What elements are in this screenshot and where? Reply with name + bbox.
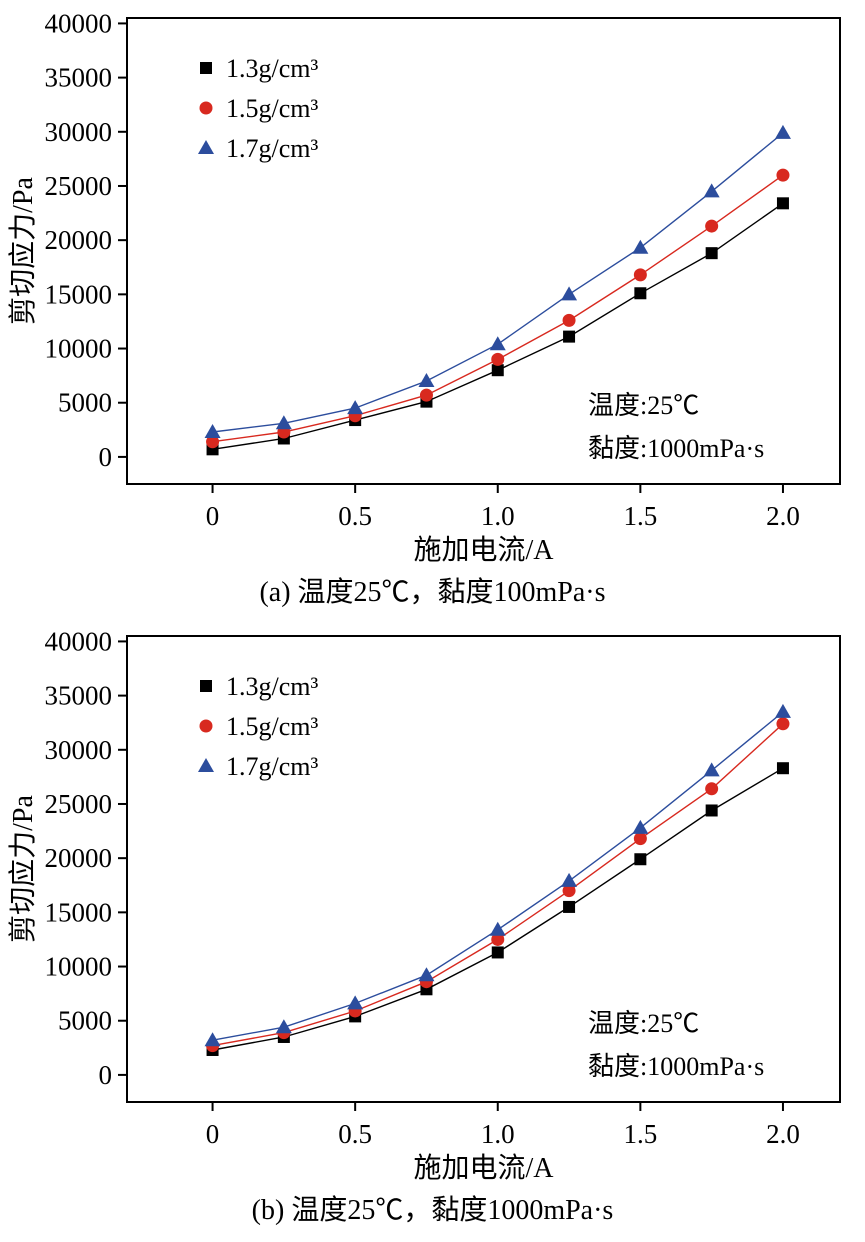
y-tick-label: 5000 (58, 1006, 112, 1036)
data-marker-triangle (561, 872, 578, 887)
data-marker-circle (633, 268, 647, 282)
data-marker-triangle (418, 373, 435, 388)
data-marker-triangle (204, 423, 221, 438)
y-tick-label: 25000 (45, 789, 113, 819)
data-marker-circle (562, 313, 576, 327)
data-marker-triangle (275, 1019, 292, 1034)
data-marker-triangle (275, 415, 292, 430)
legend-marker-circle (199, 719, 213, 733)
series-line-triangle (212, 132, 784, 433)
data-marker-square (634, 287, 647, 300)
legend-marker-triangle (198, 140, 214, 154)
data-marker-circle (705, 782, 719, 796)
annotation-line: 温度:25℃ (588, 391, 699, 420)
data-marker-square (705, 804, 718, 817)
legend-label: 1.7g/cm³ (226, 134, 318, 163)
data-marker-triangle (774, 124, 791, 139)
legend-marker-triangle (198, 758, 214, 772)
legend-marker-circle (199, 101, 213, 115)
data-marker-triangle (561, 286, 578, 301)
x-tick-label: 1.0 (481, 501, 515, 531)
chart-a-canvas: 0 5000 10000 15000 20000 25000 30000 35000 40000… (7, 8, 841, 566)
data-marker-square (563, 330, 576, 343)
x-axis-title: 施加电流/A (413, 534, 554, 566)
y-tick-label: 35000 (45, 63, 113, 93)
chart-block-b: 0 5000 10000 15000 20000 25000 30000 35000 40000… (0, 624, 865, 1228)
plot-frame (126, 635, 841, 1103)
y-tick-label: 5000 (58, 388, 112, 418)
data-marker-triangle (418, 967, 435, 982)
y-tick-label: 30000 (45, 735, 113, 765)
data-marker-circle (206, 435, 220, 449)
annotation-line: 黏度:1000mPa·s (588, 434, 764, 463)
y-axis-title: 剪切应力/Pa (7, 795, 39, 943)
data-marker-triangle (703, 762, 720, 777)
x-tick-label: 1.5 (623, 1119, 657, 1149)
y-tick-label: 25000 (45, 171, 113, 201)
x-tick-label: 0 (206, 501, 220, 531)
y-tick-label: 40000 (45, 626, 113, 656)
y-tick-label: 35000 (45, 681, 113, 711)
x-tick-label: 0.5 (338, 501, 372, 531)
x-tick-label: 1.5 (623, 501, 657, 531)
x-axis-title: 施加电流/A (413, 1152, 554, 1184)
data-marker-circle (419, 388, 433, 402)
y-axis-title: 剪切应力/Pa (7, 177, 39, 325)
data-marker-square (563, 900, 576, 913)
legend-marker-square (200, 62, 212, 74)
series-line-square (212, 767, 784, 1051)
data-marker-triangle (204, 1032, 221, 1047)
data-marker-square (705, 247, 718, 260)
data-marker-square (776, 762, 789, 775)
data-marker-square (634, 853, 647, 866)
y-tick-label: 15000 (45, 279, 113, 309)
x-tick-label: 0.5 (338, 1119, 372, 1149)
data-marker-square (491, 364, 504, 377)
y-tick-label: 10000 (45, 334, 113, 364)
plot-frame (126, 17, 841, 485)
chart-a-caption: (a) 温度25℃，黏度100mPa·s (259, 577, 606, 608)
data-marker-triangle (347, 400, 364, 415)
data-marker-circle (562, 884, 576, 898)
data-marker-circle (776, 717, 790, 731)
legend-label: 1.5g/cm³ (226, 712, 318, 741)
data-marker-triangle (774, 703, 791, 718)
y-tick-label: 20000 (45, 225, 113, 255)
x-tick-label: 2.0 (766, 1119, 800, 1149)
data-marker-triangle (632, 819, 649, 834)
x-tick-label: 0 (206, 1119, 220, 1149)
data-marker-circle (776, 168, 790, 182)
y-tick-label: 40000 (45, 8, 113, 38)
x-tick-label: 2.0 (766, 501, 800, 531)
y-tick-label: 10000 (45, 952, 113, 982)
data-marker-triangle (347, 995, 364, 1010)
legend-label: 1.7g/cm³ (226, 752, 318, 781)
y-tick-label: 20000 (45, 843, 113, 873)
chart-block-a: 0 5000 10000 15000 20000 25000 30000 35000 40000… (0, 6, 865, 610)
data-marker-triangle (489, 336, 506, 351)
data-marker-square (776, 197, 789, 210)
data-marker-circle (491, 932, 505, 946)
y-tick-label: 0 (99, 442, 113, 472)
y-tick-label: 15000 (45, 897, 113, 927)
data-marker-circle (633, 832, 647, 846)
chart-b-caption: (b) 温度25℃，黏度1000mPa·s (251, 1195, 614, 1226)
legend-label: 1.3g/cm³ (226, 672, 318, 701)
legend-marker-square (200, 680, 212, 692)
data-marker-circle (705, 219, 719, 233)
y-tick-label: 30000 (45, 117, 113, 147)
x-tick-label: 1.0 (481, 1119, 515, 1149)
chart-b-canvas: 0 5000 10000 15000 20000 25000 30000 35000 40000… (7, 626, 841, 1184)
data-marker-circle (491, 352, 505, 366)
y-tick-label: 0 (99, 1060, 113, 1090)
data-marker-triangle (703, 183, 720, 198)
data-marker-square (491, 946, 504, 959)
legend-label: 1.5g/cm³ (226, 94, 318, 123)
annotation-line: 黏度:1000mPa·s (588, 1052, 764, 1081)
data-marker-triangle (632, 239, 649, 254)
data-marker-triangle (489, 921, 506, 936)
annotation-line: 温度:25℃ (588, 1009, 699, 1038)
legend-label: 1.3g/cm³ (226, 54, 318, 83)
